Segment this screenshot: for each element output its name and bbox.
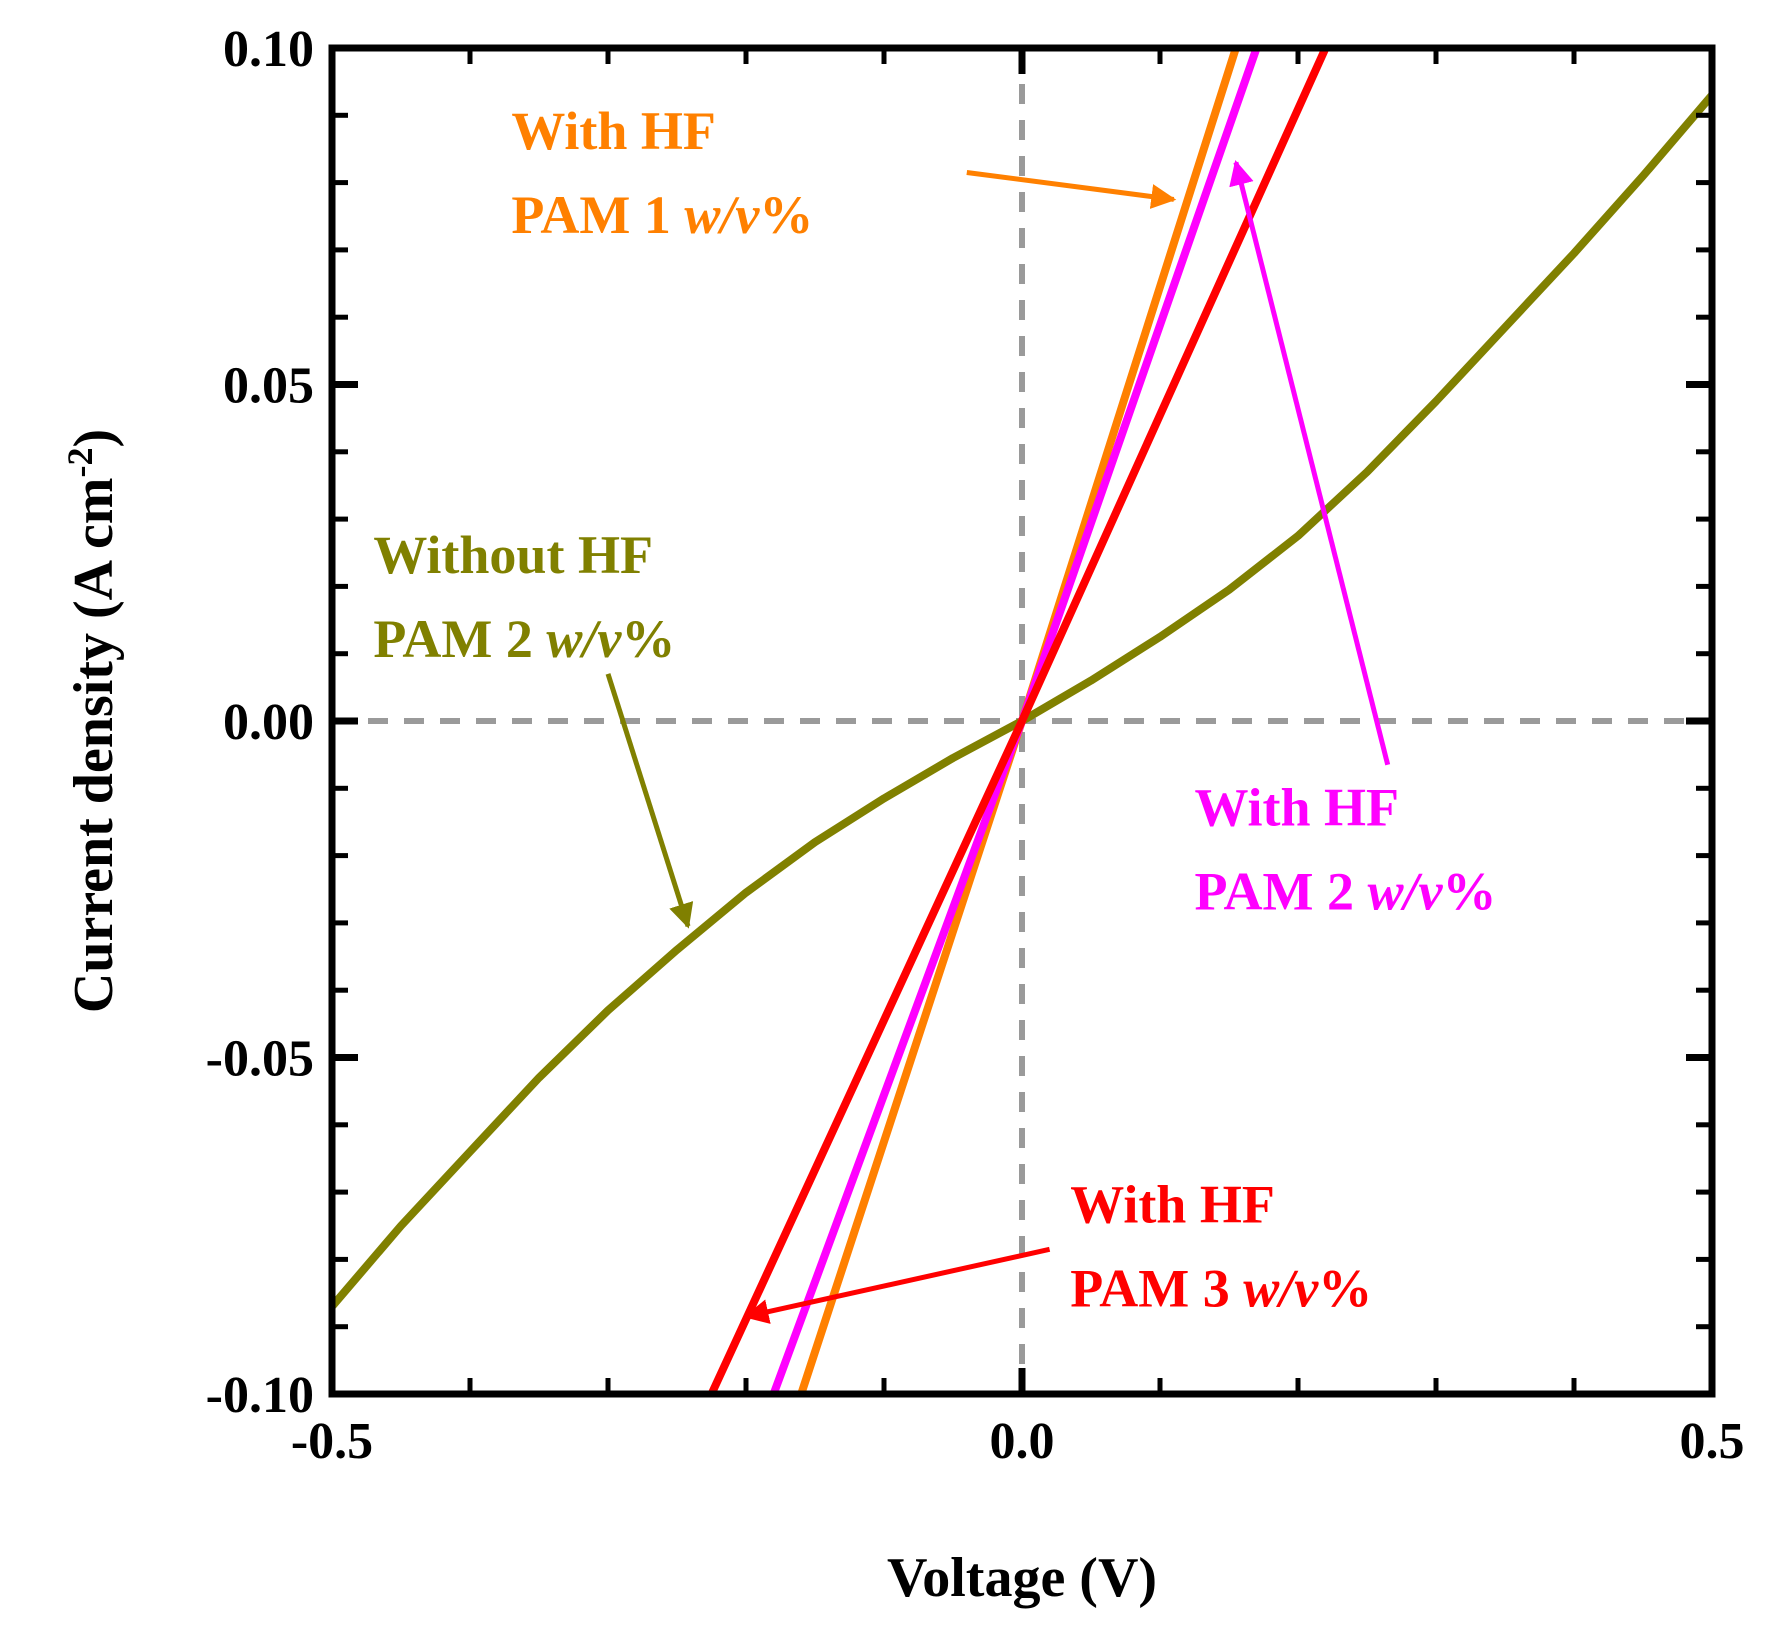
x-tick-label: -0.5 — [291, 1413, 373, 1470]
y-tick-label: -0.10 — [206, 1367, 314, 1424]
x-axis-label: Voltage (V) — [887, 1547, 1157, 1609]
y-tick-label: -0.05 — [206, 1031, 314, 1088]
annotations: With HF PAM 1 w/v% Without HF PAM 2 w/v% Wit… — [373, 101, 1497, 1324]
x-tick-label: 0.0 — [990, 1413, 1055, 1470]
annotation-label-line1: Without HF — [373, 525, 653, 585]
series-line-4 — [707, 46, 1330, 1396]
axis-ticks — [328, 44, 1716, 1398]
annotation-label-line2: PAM 3 w/v% — [1070, 1258, 1372, 1318]
annotation-label-line2: PAM 2 w/v% — [1195, 861, 1497, 921]
series-layer — [328, 46, 1716, 1396]
annotation-arrow — [743, 1246, 1051, 1324]
y-tick-label: 0.10 — [223, 21, 314, 78]
annotation-label-line1: With HF — [1070, 1174, 1275, 1234]
y-axis-label-close: ) — [63, 429, 125, 448]
annotation-label-line2: PAM 1 w/v% — [511, 185, 813, 245]
y-tick-label: 0.00 — [223, 694, 314, 751]
annotation-label-line1: With HF — [511, 101, 716, 161]
y-axis-label: Current density (A cm-2) — [60, 429, 125, 1013]
y-tick-label: 0.05 — [223, 358, 314, 415]
annotation-arrow — [605, 673, 694, 929]
x-tick-label: 0.5 — [1680, 1413, 1745, 1470]
annotation-label-line2: PAM 2 w/v% — [373, 609, 675, 669]
annotation-arrow — [966, 170, 1177, 209]
y-axis-label-main: Current density (A cm — [63, 478, 125, 1014]
annotation-arrow — [1229, 159, 1391, 766]
y-axis-label-superscript: -2 — [60, 448, 100, 478]
annotation-label-line1: With HF — [1195, 777, 1400, 837]
tick-labels: -0.5 0.0 0.5 -0.10 -0.05 0.00 0.05 0.10 — [206, 21, 1745, 1470]
